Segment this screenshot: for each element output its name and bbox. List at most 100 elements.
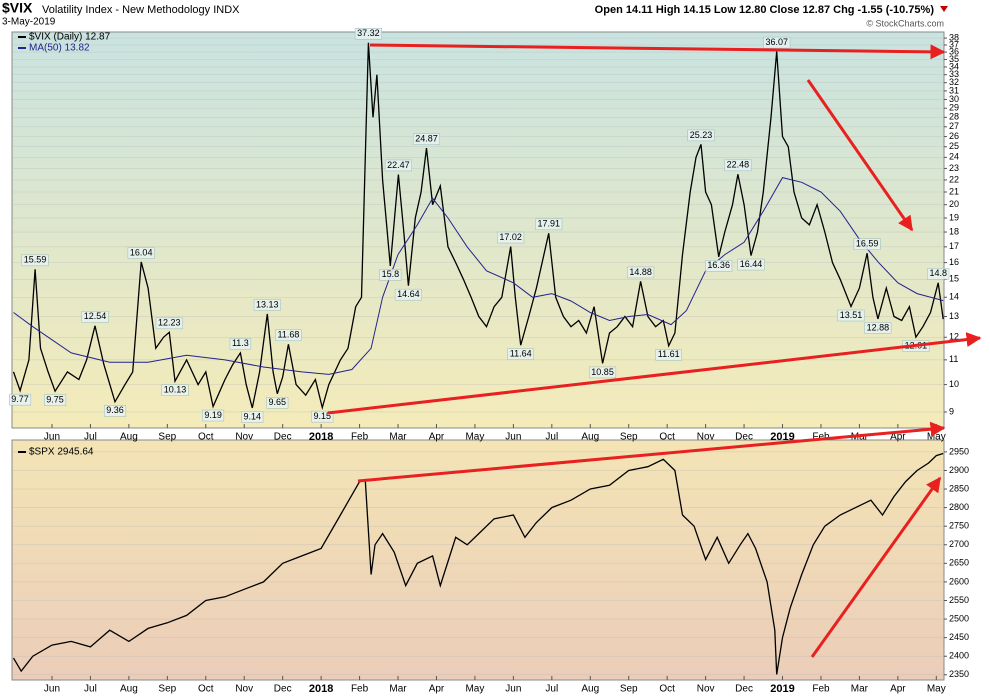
y-tick-label: 12: [949, 332, 959, 342]
x-tick-label: Sep: [158, 432, 176, 443]
y-tick-label: 11: [949, 354, 958, 364]
y-tick-label: 18: [949, 226, 959, 236]
label-box: [161, 384, 189, 396]
title: Volatility Index - New Methodology INDX: [42, 4, 240, 16]
label-box: [311, 410, 334, 423]
y-tick-label: 35: [949, 54, 959, 64]
label-box: [202, 409, 225, 422]
x-tick-label: Dec: [274, 432, 292, 443]
value-label: 36.07: [765, 37, 788, 47]
y-tick-label: 33: [949, 69, 959, 79]
x-tick-label: Sep: [620, 684, 638, 695]
y-tick-label: 2500: [949, 613, 969, 623]
x-tick-label: Apr: [429, 684, 445, 695]
y-tick-label: 15: [949, 274, 959, 284]
x-tick-label: May: [465, 432, 484, 443]
label-box: [687, 129, 715, 142]
value-label: 12.88: [867, 322, 890, 332]
value-label: 9.36: [106, 405, 124, 415]
x-tick-label: 2018: [309, 683, 333, 695]
x-tick-label: Oct: [198, 684, 214, 695]
trend-arrow: [369, 43, 946, 60]
value-label: 12.54: [84, 311, 107, 321]
y-tick-label: 21: [949, 186, 959, 196]
y-tick-label: 9: [949, 406, 954, 416]
y-tick-label: 2750: [949, 521, 969, 531]
x-tick-label: Nov: [235, 432, 253, 443]
value-label: 9.14: [244, 411, 262, 421]
label-box: [253, 299, 281, 311]
value-label: 15.8: [382, 269, 400, 279]
y-tick-label: 36: [949, 46, 959, 56]
label-box: [724, 159, 752, 172]
label-box: [229, 338, 252, 350]
label-box: [379, 269, 402, 281]
x-tick-label: Dec: [735, 684, 753, 695]
x-tick-label: Oct: [659, 432, 675, 443]
value-label: 9.15: [314, 411, 332, 421]
trend-arrow: [810, 476, 942, 658]
legend-label: $VIX (Daily) 12.87: [29, 32, 111, 43]
y-tick-label: 29: [949, 103, 959, 113]
x-tick-label: Aug: [581, 432, 599, 443]
y-tick-label: 19: [949, 212, 959, 222]
x-tick-label: Oct: [198, 432, 214, 443]
label-box: [354, 28, 382, 40]
x-tick-label: Oct: [659, 684, 675, 695]
value-label: 22.47: [387, 160, 410, 170]
y-tick-label: 23: [949, 163, 959, 173]
y-tick-label: 2850: [949, 483, 969, 493]
x-tick-label: Mar: [389, 684, 407, 695]
y-tick-label: 14: [949, 292, 959, 302]
value-label: 11.68: [278, 330, 300, 340]
credit: © StockCharts.com: [866, 18, 944, 28]
label-box: [412, 133, 440, 145]
label-box: [705, 260, 733, 272]
y-tick-label: 2700: [949, 539, 969, 549]
y-tick-label: 30: [949, 94, 959, 104]
value-label: 10.13: [164, 385, 187, 395]
y-tick-label: 2350: [949, 669, 969, 679]
y-tick-label: 2550: [949, 595, 969, 605]
trend-arrow: [357, 421, 946, 483]
x-tick-label: 2018: [309, 431, 333, 443]
label-box: [104, 405, 127, 417]
label-box: [384, 159, 412, 172]
x-tick-label: Jun: [44, 684, 60, 695]
legend-label: MA(50) 13.82: [29, 43, 90, 54]
value-label: 10.85: [591, 367, 614, 377]
label-box: [853, 238, 881, 250]
value-label: 13.51: [840, 310, 863, 320]
x-tick-label: Mar: [851, 684, 869, 695]
value-label: 9.19: [204, 410, 222, 420]
value-label: 37.32: [357, 28, 380, 38]
label-box: [655, 349, 682, 361]
y-tick-label: 17: [949, 241, 959, 251]
down-triangle: [940, 6, 948, 12]
y-tick-label: 2800: [949, 502, 969, 512]
label-box: [394, 288, 422, 301]
value-label: 14.8: [929, 268, 947, 278]
value-label: 9.75: [46, 395, 64, 405]
y-tick-label: 2900: [949, 465, 969, 475]
label-box: [589, 366, 617, 379]
x-tick-label: Jun: [505, 432, 521, 443]
x-tick-label: Aug: [120, 432, 138, 443]
label-box: [241, 411, 264, 423]
trend-arrow: [806, 79, 914, 232]
series-line: [12, 42, 944, 411]
label-box: [507, 348, 534, 360]
y-tick-label: 2450: [949, 632, 969, 642]
value-label: 25.23: [690, 130, 713, 140]
y-tick-label: 16: [949, 257, 959, 267]
label-box: [864, 322, 892, 334]
x-tick-label: Jul: [545, 432, 558, 443]
label-box: [266, 397, 289, 409]
value-label: 16.44: [740, 259, 763, 269]
x-tick-label: Sep: [620, 432, 638, 443]
y-tick-label: 2600: [949, 576, 969, 586]
y-tick-label: 25: [949, 141, 959, 151]
x-tick-label: Jul: [84, 684, 97, 695]
y-tick-label: 31: [949, 85, 959, 95]
